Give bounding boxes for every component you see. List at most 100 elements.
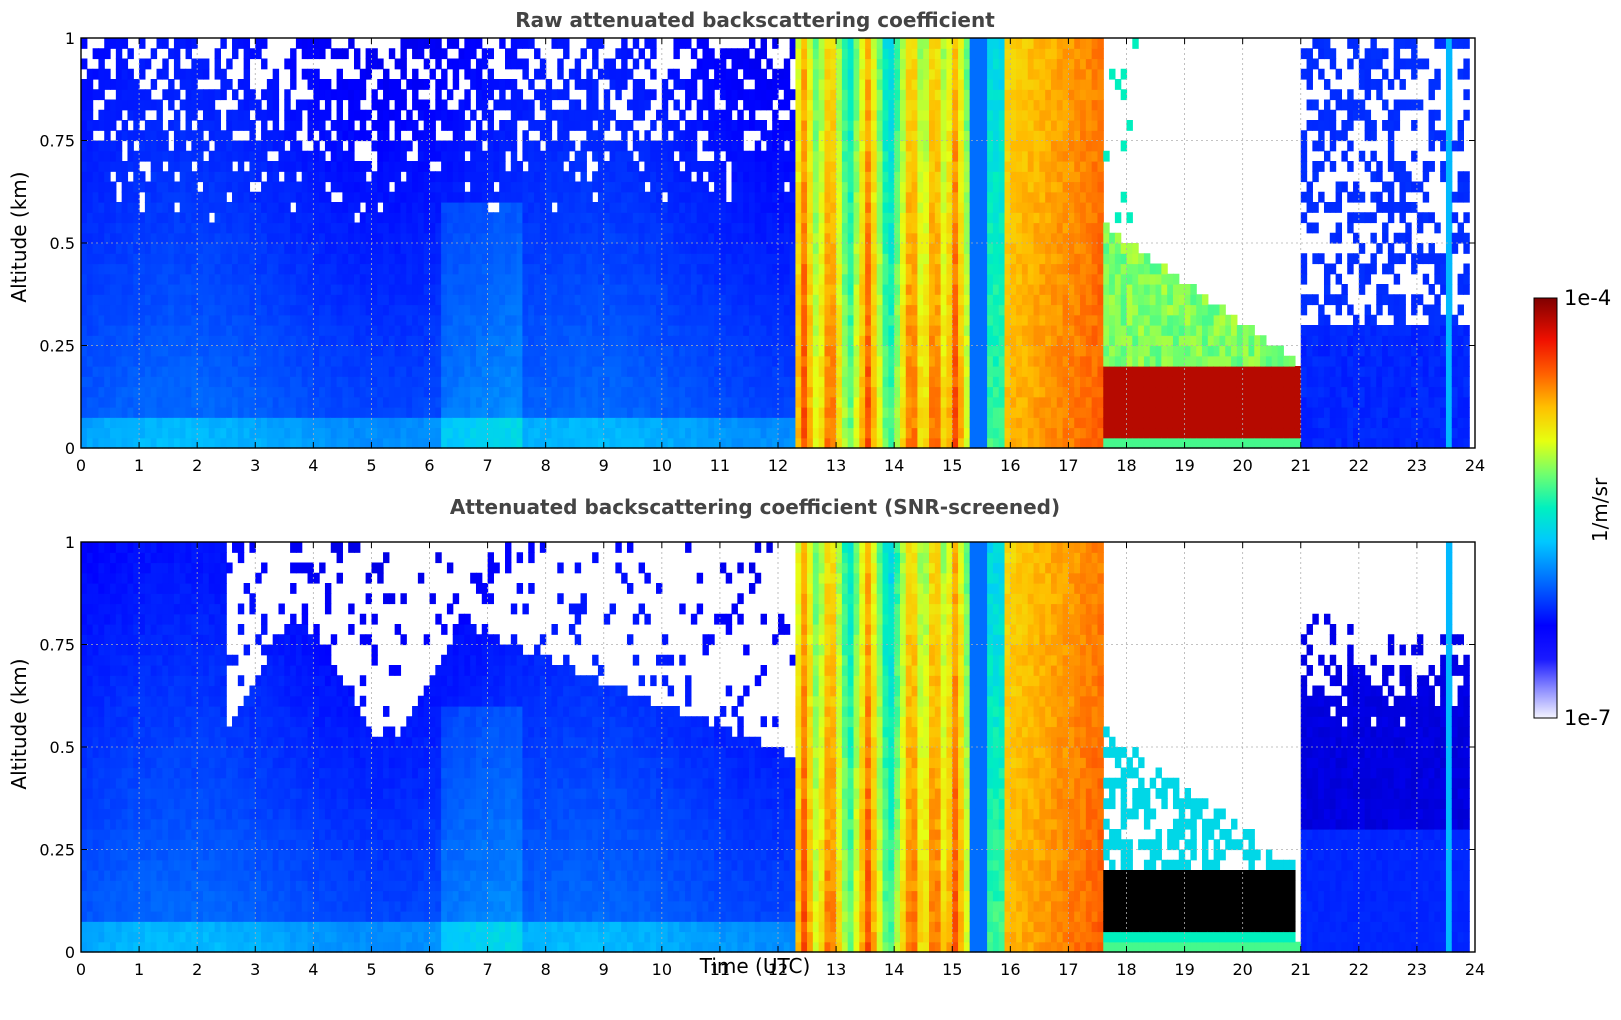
heatmap-cell [435,181,442,193]
heatmap-cell [830,427,837,439]
heatmap-cell [179,345,187,357]
heatmap-cell [754,202,762,213]
heatmap-cell [568,140,576,152]
heatmap-cell [127,68,134,80]
heatmap-cell [772,304,779,316]
heatmap-cell [888,304,895,316]
heatmap-cell [685,191,692,203]
heatmap-cell [284,273,291,285]
heatmap-cell [423,325,431,336]
heatmap-cell [383,130,390,142]
heatmap-cell [679,109,686,121]
heatmap-cell [638,284,646,295]
heatmap-cell [423,407,431,418]
heatmap-cell [743,396,750,408]
heatmap-cell [650,376,657,388]
heatmap-cell [435,232,442,244]
heatmap-cell [383,335,390,347]
heatmap-cell [371,437,378,449]
heatmap-cell [365,376,373,388]
heatmap-cell [185,325,192,336]
heatmap-cell [609,58,616,70]
heatmap-cell [865,38,872,49]
heatmap-cell [516,89,524,101]
heatmap-cell [719,273,727,285]
heatmap-cell [818,120,826,131]
heatmap-cell [807,355,814,367]
heatmap-cell [197,407,204,418]
heatmap-cell [359,314,367,326]
heatmap-cell [812,120,820,131]
heatmap-cell [429,140,436,152]
heatmap-cell [86,437,94,449]
heatmap-cell [743,212,750,224]
heatmap-cell [197,202,204,213]
heatmap-cell [412,294,419,306]
heatmap-cell [307,427,314,439]
heatmap-cell [807,99,814,111]
heatmap-cell [249,48,256,60]
heatmap-cell [859,376,866,388]
heatmap-cell [324,171,332,183]
heatmap-cell [632,130,640,142]
heatmap-cell [301,243,309,254]
heatmap-cell [330,89,338,101]
heatmap-cell [272,437,280,449]
heatmap-cell [609,212,616,224]
heatmap-cell [743,191,750,203]
heatmap-cell [859,396,866,408]
heatmap-cell [394,417,402,429]
heatmap-cell [115,38,123,49]
heatmap-cell [475,263,483,275]
heatmap-cell [737,140,744,152]
heatmap-cell [725,222,733,234]
heatmap-cell [696,294,704,306]
heatmap-cell [214,181,221,193]
heatmap-cell [388,325,396,336]
heatmap-cell [603,294,611,306]
heatmap-cell [336,345,343,357]
heatmap-cell [179,38,187,49]
heatmap-cell [313,417,320,429]
heatmap-cell [778,222,785,234]
heatmap-cell [743,335,750,347]
heatmap-cell [429,366,436,377]
heatmap-cell [778,325,785,336]
heatmap-cell [783,417,791,429]
heatmap-cell [714,243,721,254]
heatmap-cell [847,284,855,295]
heatmap-cell [464,345,471,357]
heatmap-cell [324,427,332,439]
heatmap-cell [319,120,326,131]
heatmap-cell [353,222,361,234]
heatmap-cell [557,417,564,429]
heatmap-cell [412,263,419,275]
heatmap-cell [754,335,762,347]
heatmap-cell [202,68,210,80]
heatmap-cell [452,284,460,295]
heatmap-cell [261,427,268,439]
heatmap-cell [377,284,384,295]
heatmap-cell [841,79,849,90]
heatmap-cell [737,253,744,265]
heatmap-cell [847,376,855,388]
heatmap-cell [342,161,349,172]
heatmap-cell [266,273,274,285]
heatmap-cell [865,355,872,367]
heatmap-cell [400,120,407,131]
heatmap-cell [127,294,134,306]
heatmap-cell [847,243,855,254]
heatmap-cell [144,345,152,357]
heatmap-cell [766,212,773,224]
heatmap-cell [92,386,100,398]
heatmap-cell [458,294,465,306]
heatmap-cell [580,48,587,60]
heatmap-cell [801,79,808,90]
heatmap-cell [464,58,471,70]
heatmap-cell [836,140,843,152]
heatmap-cell [859,161,866,172]
heatmap-cell [760,417,767,429]
heatmap-cell [417,140,425,152]
heatmap-cell [795,232,802,244]
heatmap-cell [719,243,727,254]
